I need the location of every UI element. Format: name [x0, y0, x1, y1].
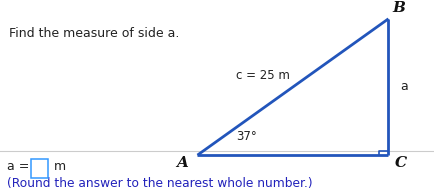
- Text: a: a: [401, 80, 408, 93]
- Text: C: C: [395, 156, 407, 170]
- Text: A: A: [176, 156, 188, 170]
- Text: B: B: [393, 1, 406, 15]
- Text: Find the measure of side a.: Find the measure of side a.: [9, 27, 179, 40]
- Text: c = 25 m: c = 25 m: [236, 69, 289, 82]
- Text: 37°: 37°: [237, 130, 257, 143]
- Text: a =: a =: [7, 160, 33, 173]
- Text: m: m: [54, 160, 66, 173]
- FancyBboxPatch shape: [31, 159, 48, 178]
- Text: (Round the answer to the nearest whole number.): (Round the answer to the nearest whole n…: [7, 177, 312, 188]
